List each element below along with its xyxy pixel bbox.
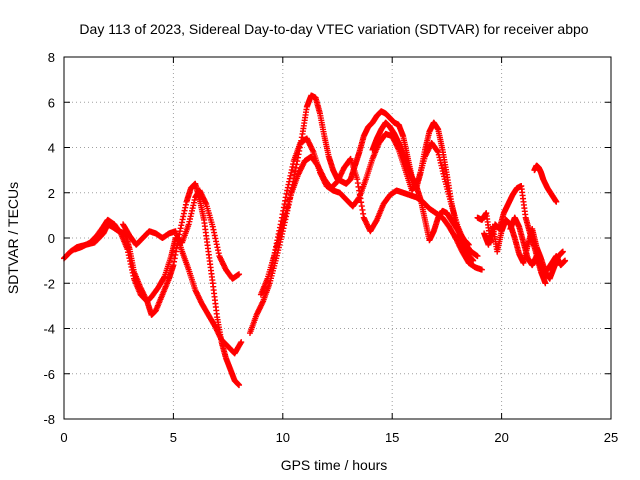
x-tick-label: 0 (60, 430, 67, 445)
series-track-2 (71, 187, 243, 305)
x-tick-label: 20 (494, 430, 508, 445)
data-point (559, 248, 566, 255)
data-points (61, 92, 569, 389)
y-tick-label: -8 (43, 412, 55, 427)
y-tick-label: 6 (48, 95, 55, 110)
y-tick-label: 2 (48, 186, 55, 201)
series-track-1 (61, 180, 243, 389)
data-point (465, 241, 472, 248)
data-point (553, 198, 560, 205)
series-track-3 (120, 221, 245, 357)
series-track-9 (481, 216, 566, 282)
data-point (238, 339, 245, 346)
y-tick-label: -6 (43, 367, 55, 382)
data-point (236, 382, 243, 389)
data-point (542, 280, 549, 287)
series-track-10 (531, 162, 560, 205)
series-track-7 (369, 119, 472, 248)
y-tick-label: -4 (43, 322, 55, 337)
x-tick-label: 10 (276, 430, 290, 445)
y-axis-label: SDTVAR / TECUs (5, 182, 21, 294)
data-point (474, 253, 481, 260)
series-track-6 (268, 153, 485, 273)
x-tick-label: 5 (170, 430, 177, 445)
x-tick-label: 15 (385, 430, 399, 445)
y-tick-label: 4 (48, 141, 55, 156)
y-tick-label: -2 (43, 276, 55, 291)
data-point (478, 266, 485, 273)
y-tick-label: 0 (48, 231, 55, 246)
plot-frame (63, 56, 612, 420)
y-tick-label: 8 (48, 50, 55, 65)
x-tick-label: 25 (604, 430, 618, 445)
data-point (236, 271, 243, 278)
series-track-11 (507, 214, 549, 287)
x-axis-label: GPS time / hours (281, 457, 388, 473)
chart-title: Day 113 of 2023, Sidereal Day-to-day VTE… (79, 21, 588, 37)
data-point (562, 257, 569, 264)
